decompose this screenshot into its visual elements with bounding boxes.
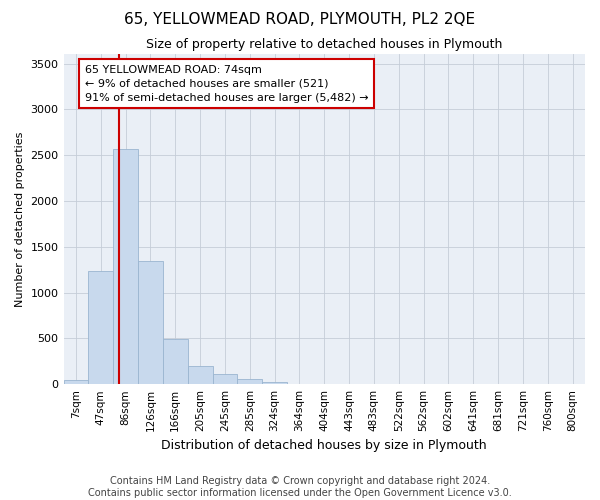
Bar	[163, 340, 188, 384]
Bar	[188, 366, 212, 384]
Text: 65 YELLOWMEAD ROAD: 74sqm
← 9% of detached houses are smaller (521)
91% of semi-: 65 YELLOWMEAD ROAD: 74sqm ← 9% of detach…	[85, 64, 368, 102]
Y-axis label: Number of detached properties: Number of detached properties	[15, 132, 25, 307]
Bar	[212, 374, 238, 384]
Bar	[113, 149, 138, 384]
Text: 65, YELLOWMEAD ROAD, PLYMOUTH, PL2 2QE: 65, YELLOWMEAD ROAD, PLYMOUTH, PL2 2QE	[124, 12, 476, 28]
X-axis label: Distribution of detached houses by size in Plymouth: Distribution of detached houses by size …	[161, 440, 487, 452]
Bar	[238, 379, 262, 384]
Bar	[138, 262, 163, 384]
Title: Size of property relative to detached houses in Plymouth: Size of property relative to detached ho…	[146, 38, 502, 51]
Text: Contains HM Land Registry data © Crown copyright and database right 2024.
Contai: Contains HM Land Registry data © Crown c…	[88, 476, 512, 498]
Bar	[88, 270, 113, 384]
Bar	[64, 380, 88, 384]
Bar	[262, 382, 287, 384]
